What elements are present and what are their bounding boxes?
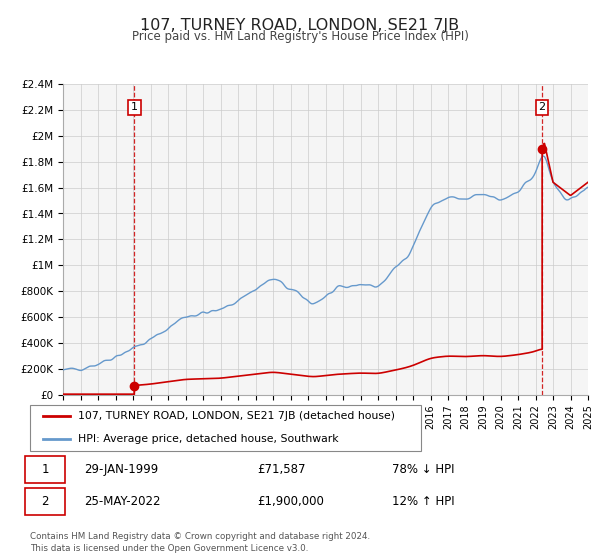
Text: 1: 1	[41, 463, 49, 476]
Text: £71,587: £71,587	[257, 463, 305, 476]
Text: 12% ↑ HPI: 12% ↑ HPI	[392, 496, 454, 508]
Text: 78% ↓ HPI: 78% ↓ HPI	[392, 463, 454, 476]
Text: 25-MAY-2022: 25-MAY-2022	[84, 496, 161, 508]
FancyBboxPatch shape	[25, 488, 65, 515]
Text: 107, TURNEY ROAD, LONDON, SE21 7JB: 107, TURNEY ROAD, LONDON, SE21 7JB	[140, 18, 460, 33]
Text: £1,900,000: £1,900,000	[257, 496, 323, 508]
FancyBboxPatch shape	[25, 456, 65, 483]
Text: 29-JAN-1999: 29-JAN-1999	[84, 463, 158, 476]
FancyBboxPatch shape	[30, 405, 421, 451]
Text: 2: 2	[539, 102, 546, 113]
Text: This data is licensed under the Open Government Licence v3.0.: This data is licensed under the Open Gov…	[30, 544, 308, 553]
Text: 1: 1	[131, 102, 138, 113]
Text: 2: 2	[41, 496, 49, 508]
Text: Price paid vs. HM Land Registry's House Price Index (HPI): Price paid vs. HM Land Registry's House …	[131, 30, 469, 43]
Text: Contains HM Land Registry data © Crown copyright and database right 2024.: Contains HM Land Registry data © Crown c…	[30, 532, 370, 541]
Text: HPI: Average price, detached house, Southwark: HPI: Average price, detached house, Sout…	[77, 435, 338, 444]
Text: 107, TURNEY ROAD, LONDON, SE21 7JB (detached house): 107, TURNEY ROAD, LONDON, SE21 7JB (deta…	[77, 412, 395, 421]
